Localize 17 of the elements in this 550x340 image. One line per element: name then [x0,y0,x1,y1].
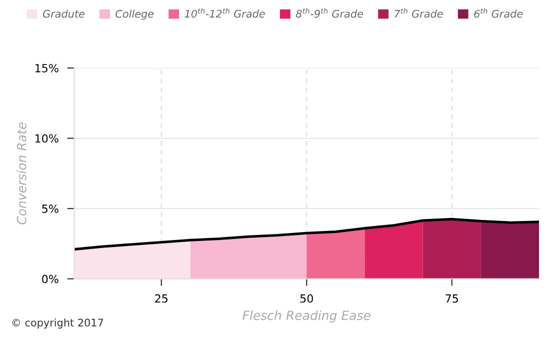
x-tick-label: 25 [155,294,168,303]
x-axis-title: Flesch Reading Ease [242,310,370,322]
y-tick-label: 15% [35,64,58,72]
legend-label: 8$^{th}$-9$^{th}$ Grade [296,8,363,18]
legend-label: 6$^{th}$ Grade [474,8,523,18]
legend-label: 10$^{th}$-12$^{th}$ Grade [184,8,265,18]
line-series [74,218,539,251]
y-axis-title: Conversion Rate [16,122,26,224]
y-tick-label: 10% [35,134,58,143]
text: © copyright 2017 [12,318,104,329]
y-tick-label: 0% [42,274,58,284]
legend-label: College [116,10,154,20]
legend-label: 7$^{th}$ Grade [394,8,443,18]
y-tick-label: 5% [42,204,58,213]
x-tick-label: 50 [300,294,313,303]
legend-label: Gradute [42,10,85,18]
x-tick-label: 75 [446,294,458,303]
